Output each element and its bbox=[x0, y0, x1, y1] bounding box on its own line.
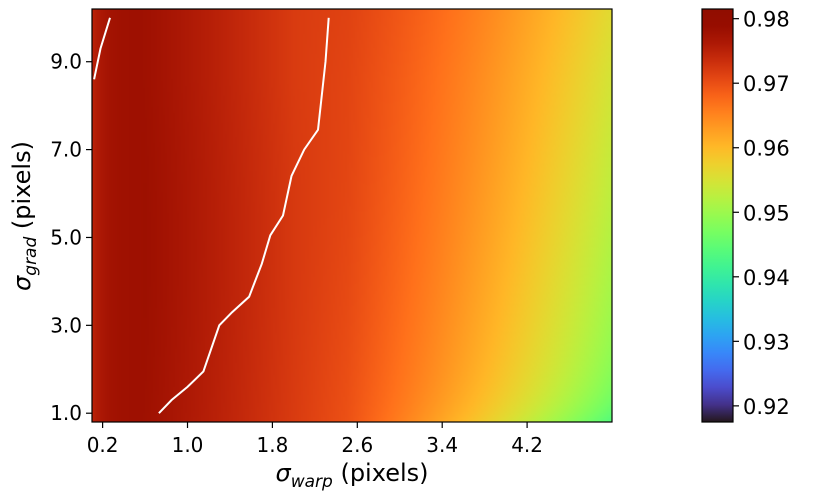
colorbar-tick-label: 0.98 bbox=[743, 8, 790, 32]
x-tick-label: 0.2 bbox=[87, 433, 119, 457]
colorbar-tick-label: 0.93 bbox=[743, 330, 790, 354]
colorbar-tick-label: 0.94 bbox=[743, 266, 790, 290]
contour-line-1 bbox=[93, 17, 111, 80]
contour-line-2 bbox=[158, 17, 330, 414]
x-axis-label: σwarp (pixels) bbox=[276, 459, 429, 492]
x-tick-label: 2.6 bbox=[341, 433, 373, 457]
heatmap-image bbox=[92, 9, 612, 422]
contour-lines bbox=[93, 17, 330, 414]
y-tick-label: 5.0 bbox=[50, 225, 82, 249]
y-axis-ticks: 1.0 3.0 5.0 7.0 9.0 bbox=[50, 50, 92, 425]
colorbar-frame bbox=[701, 8, 734, 423]
colorbar: 0.92 0.93 0.94 0.95 0.96 0.97 0.98 bbox=[701, 8, 790, 423]
colorbar-gradient bbox=[702, 9, 733, 422]
x-tick-label: 1.8 bbox=[257, 433, 289, 457]
colorbar-tick-label: 0.96 bbox=[743, 137, 790, 161]
x-axis-ticks: 0.2 1.0 1.8 2.6 3.4 4.2 bbox=[87, 422, 543, 457]
colorbar-tick-label: 0.97 bbox=[743, 72, 790, 96]
heatmap-area bbox=[92, 9, 612, 422]
x-tick-label: 4.2 bbox=[511, 433, 543, 457]
y-axis-label: σgrad (pixels) bbox=[8, 141, 41, 291]
y-tick-label: 9.0 bbox=[50, 50, 82, 74]
x-tick-label: 3.4 bbox=[426, 433, 458, 457]
y-tick-label: 1.0 bbox=[50, 401, 82, 425]
colorbar-ticks: 0.92 0.93 0.94 0.95 0.96 0.97 0.98 bbox=[733, 8, 790, 419]
y-tick-label: 3.0 bbox=[50, 313, 82, 337]
plot-frame bbox=[91, 8, 613, 423]
x-tick-label: 1.0 bbox=[172, 433, 204, 457]
colorbar-tick-label: 0.92 bbox=[743, 395, 790, 419]
colorbar-tick-label: 0.95 bbox=[743, 201, 790, 225]
y-tick-label: 7.0 bbox=[50, 138, 82, 162]
